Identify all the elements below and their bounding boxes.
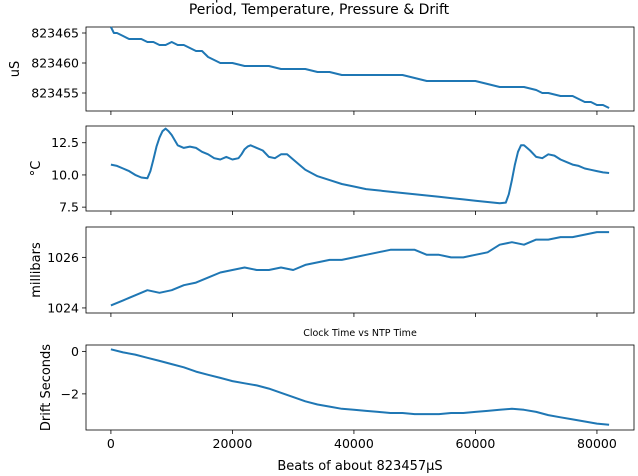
panel-0-frame: [85, 26, 635, 112]
panel-3-ytick-label: −2: [61, 386, 79, 401]
panel-1-ytick-label: 7.5: [59, 200, 79, 215]
x-tick-label: 0: [107, 436, 115, 451]
panel-1-series-line: [110, 127, 610, 205]
panel-0-ytick-label: 823460: [31, 56, 79, 71]
panel-3-annotation: Slope=-39585: [196, 0, 285, 3]
panel-2-ytick-label: 1024: [47, 300, 79, 315]
panel-1-ytick-label: 10.0: [51, 167, 79, 182]
panel-1-ylabel: °C: [29, 161, 44, 177]
x-tick-label: 80000: [577, 436, 617, 451]
panel-3-ylabel: Drift Seconds: [39, 344, 54, 431]
panel-0-series-line: [110, 26, 610, 109]
panel-2-ytick-label: 1026: [47, 250, 79, 265]
x-tick-label: 20000: [213, 436, 253, 451]
panel-0-ytick-label: 823465: [31, 26, 79, 41]
panel-2-frame: [85, 226, 635, 314]
x-tick-label: 60000: [456, 436, 496, 451]
panel-0-ylabel: uS: [8, 61, 23, 78]
x-axis-label: Beats of about 823457µS: [277, 459, 442, 474]
panel-3-frame: [85, 344, 635, 431]
panel-3-ytick-label: 0: [71, 344, 79, 359]
figure-title: Period, Temperature, Pressure & Drift: [189, 2, 450, 18]
panel-2-ylabel: millibars: [29, 242, 44, 298]
panel-3-series-line: [110, 348, 610, 426]
panel-2-series-line: [110, 231, 610, 307]
panel-1-frame: [85, 125, 635, 212]
panel-3-title: Clock Time vs NTP Time: [303, 328, 417, 339]
panel-0-annotation: Corrected Period: [302, 0, 406, 3]
x-tick-label: 40000: [334, 436, 374, 451]
panel-0-ytick-label: 823455: [31, 86, 79, 101]
panel-1-ytick-label: 12.5: [51, 135, 79, 150]
